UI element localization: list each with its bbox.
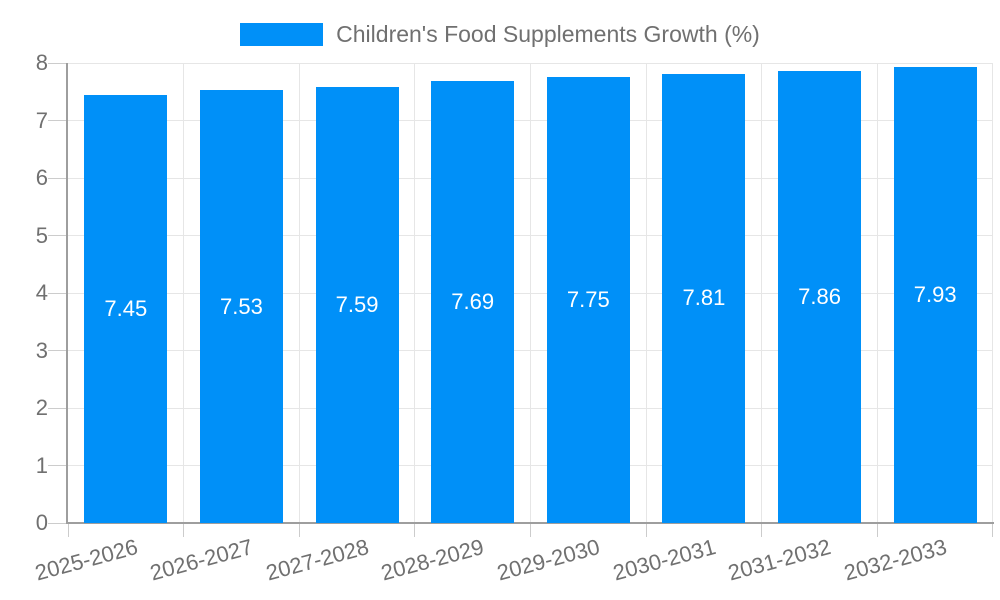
x-axis-tick [876,523,878,537]
v-gridline [414,63,416,523]
v-gridline [183,63,185,523]
x-axis-line [66,522,994,524]
y-tick-label: 2 [35,395,48,420]
x-axis-labels: 2025-2026 2026-2027 2027-2028 2028-2029 2029… [32,523,993,600]
x-tick-label: 2031-2032 [725,534,834,586]
x-tick-label: 2032-2033 [841,534,950,586]
v-gridline [761,63,763,523]
y-axis-tick [48,522,66,524]
y-axis-tick [48,177,66,179]
x-tick-label: 2030-2031 [610,534,719,586]
bar[interactable]: 7.81 [662,73,746,523]
x-tick-label: 2026-2027 [147,534,256,586]
y-axis-tick [48,407,66,409]
chart-legend[interactable]: Children's Food Supplements Growth (%) [0,20,1000,48]
y-tick-label: 4 [35,280,48,305]
x-axis-tick [414,523,416,537]
y-axis-tick [48,235,66,236]
x-axis-tick [183,523,185,537]
y-axis-tick [48,120,66,121]
y-axis-line [66,63,68,524]
x-axis-tick [761,523,763,537]
v-gridline [876,63,878,523]
x-axis-tick [645,523,647,537]
x-axis-tick [67,523,69,537]
bar-value-label: 7.53 [220,293,263,319]
y-axis-tick [48,292,66,294]
x-axis-tick [992,523,993,537]
x-axis-tick [530,523,531,537]
v-gridline [530,63,531,523]
bar[interactable]: 7.86 [778,71,862,523]
bar[interactable]: 7.93 [893,67,977,523]
bar-value-label: 7.93 [913,282,957,308]
bar-value-label: 7.69 [451,288,495,314]
legend-label: Children's Food Supplements Growth (%) [336,21,760,47]
y-axis-tick [48,62,66,64]
y-tick-label: 5 [35,222,48,248]
x-tick-label: 2029-2030 [494,534,603,586]
v-gridline [645,63,647,523]
bar-value-label: 7.86 [798,284,841,310]
bar[interactable]: 7.59 [315,86,399,523]
y-axis-labels: 0 1 2 3 4 5 6 7 8 [0,50,48,535]
x-tick-label: 2027-2028 [263,534,372,586]
legend-swatch[interactable] [240,22,324,46]
bar-value-label: 7.45 [104,295,148,321]
y-axis-tick [48,465,66,466]
y-tick-label: 8 [35,50,48,75]
bar-value-label: 7.59 [335,291,379,317]
x-tick-label: 2025-2026 [31,534,141,586]
v-gridline [298,63,300,523]
x-axis-tick [298,523,300,537]
v-gridline [992,63,993,523]
bar[interactable]: 7.53 [199,90,283,523]
y-tick-label: 6 [35,165,48,190]
y-tick-label: 0 [35,510,48,535]
bar[interactable]: 7.45 [84,94,168,523]
plot-area: 7.45 7.53 7.59 7.69 7.75 7.81 7.86 7.93 [48,62,994,537]
y-tick-label: 7 [35,107,48,133]
bar-value-label: 7.75 [566,287,610,313]
x-tick-label: 2028-2029 [378,534,487,586]
y-axis-tick [48,350,66,351]
bar[interactable]: 7.69 [431,80,515,523]
y-tick-label: 3 [35,337,48,363]
bar-value-label: 7.81 [682,285,726,311]
y-tick-label: 1 [35,452,48,478]
bar[interactable]: 7.75 [546,77,630,523]
